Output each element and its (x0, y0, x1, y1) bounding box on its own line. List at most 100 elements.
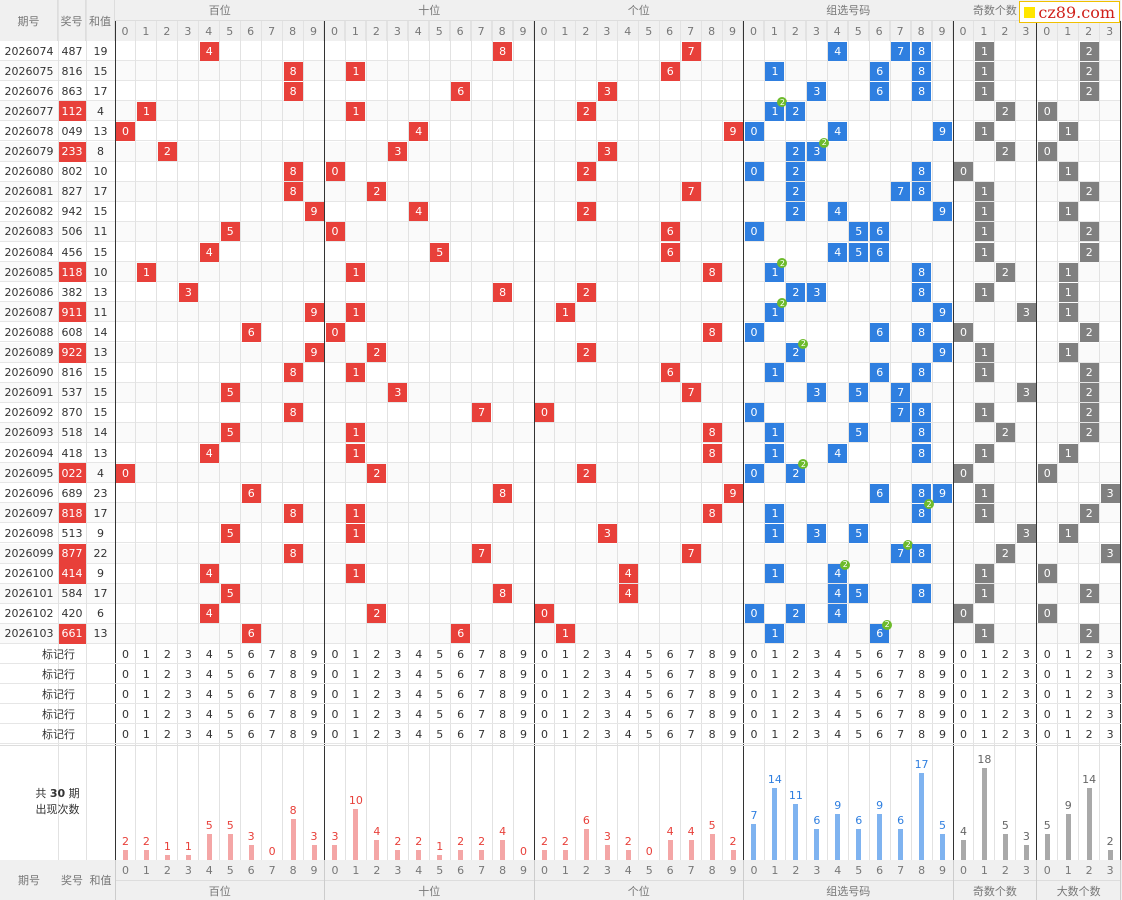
mark-cell[interactable]: 9 (310, 667, 318, 681)
mark-cell[interactable]: 4 (205, 647, 213, 661)
mark-cell[interactable]: 8 (708, 707, 716, 721)
mark-cell[interactable]: 3 (1022, 727, 1030, 741)
mark-cell[interactable]: 2 (1085, 667, 1093, 681)
mark-cell[interactable]: 3 (603, 667, 611, 681)
mark-cell[interactable]: 9 (729, 707, 737, 721)
mark-cell[interactable]: 3 (184, 687, 192, 701)
mark-cell[interactable]: 8 (708, 647, 716, 661)
mark-cell[interactable]: 2 (163, 707, 171, 721)
mark-cell[interactable]: 4 (624, 647, 632, 661)
mark-cell[interactable]: 3 (1106, 647, 1114, 661)
mark-cell[interactable]: 4 (834, 707, 842, 721)
mark-cell[interactable]: 0 (331, 687, 339, 701)
mark-cell[interactable]: 6 (666, 647, 674, 661)
mark-cell[interactable]: 5 (226, 707, 234, 721)
mark-cell[interactable]: 2 (1085, 727, 1093, 741)
mark-cell[interactable]: 4 (415, 727, 423, 741)
mark-cell[interactable]: 3 (813, 687, 821, 701)
mark-cell[interactable]: 2 (582, 687, 590, 701)
mark-cell[interactable]: 7 (897, 667, 905, 681)
mark-cell[interactable]: 7 (478, 687, 486, 701)
mark-cell[interactable]: 7 (478, 667, 486, 681)
mark-cell[interactable]: 6 (457, 647, 465, 661)
mark-cell[interactable]: 1 (980, 687, 988, 701)
mark-cell[interactable]: 5 (645, 667, 653, 681)
mark-cell[interactable]: 0 (959, 687, 967, 701)
mark-cell[interactable]: 5 (855, 687, 863, 701)
mark-cell[interactable]: 3 (1022, 667, 1030, 681)
mark-cell[interactable]: 6 (457, 667, 465, 681)
mark-cell[interactable]: 4 (205, 667, 213, 681)
mark-cell[interactable]: 3 (813, 647, 821, 661)
mark-cell[interactable]: 2 (1085, 707, 1093, 721)
mark-cell[interactable]: 8 (918, 647, 926, 661)
mark-cell[interactable]: 3 (394, 727, 402, 741)
mark-cell[interactable]: 0 (1043, 707, 1051, 721)
mark-cell[interactable]: 1 (142, 647, 150, 661)
mark-cell[interactable]: 7 (268, 707, 276, 721)
mark-cell[interactable]: 9 (729, 727, 737, 741)
mark-cell[interactable]: 6 (876, 727, 884, 741)
mark-cell[interactable]: 1 (561, 727, 569, 741)
mark-cell[interactable]: 4 (624, 727, 632, 741)
mark-cell[interactable]: 2 (1001, 707, 1009, 721)
mark-cell[interactable]: 7 (478, 647, 486, 661)
mark-cell[interactable]: 3 (394, 647, 402, 661)
mark-cell[interactable]: 2 (163, 647, 171, 661)
mark-cell[interactable]: 1 (980, 727, 988, 741)
mark-cell[interactable]: 3 (394, 707, 402, 721)
mark-cell[interactable]: 1 (1064, 687, 1072, 701)
mark-cell[interactable]: 0 (750, 667, 758, 681)
mark-cell[interactable]: 2 (792, 707, 800, 721)
mark-cell[interactable]: 5 (436, 667, 444, 681)
mark-cell[interactable]: 1 (771, 647, 779, 661)
mark-cell[interactable]: 0 (331, 727, 339, 741)
mark-cell[interactable]: 3 (603, 727, 611, 741)
mark-cell[interactable]: 8 (289, 647, 297, 661)
mark-cell[interactable]: 5 (226, 647, 234, 661)
mark-cell[interactable]: 0 (331, 667, 339, 681)
mark-cell[interactable]: 9 (310, 647, 318, 661)
mark-cell[interactable]: 0 (331, 647, 339, 661)
mark-cell[interactable]: 3 (184, 667, 192, 681)
mark-cell[interactable]: 5 (226, 667, 234, 681)
mark-cell[interactable]: 6 (876, 667, 884, 681)
mark-cell[interactable]: 9 (939, 647, 947, 661)
mark-cell[interactable]: 0 (121, 667, 129, 681)
mark-cell[interactable]: 1 (980, 667, 988, 681)
mark-cell[interactable]: 9 (729, 687, 737, 701)
mark-cell[interactable]: 0 (959, 667, 967, 681)
mark-cell[interactable]: 2 (373, 647, 381, 661)
mark-cell[interactable]: 2 (1001, 647, 1009, 661)
mark-cell[interactable]: 3 (1106, 727, 1114, 741)
mark-cell[interactable]: 0 (750, 727, 758, 741)
mark-cell[interactable]: 0 (540, 667, 548, 681)
mark-cell[interactable]: 2 (582, 727, 590, 741)
mark-cell[interactable]: 6 (876, 707, 884, 721)
mark-cell[interactable]: 2 (373, 667, 381, 681)
mark-cell[interactable]: 4 (205, 687, 213, 701)
mark-row-label[interactable]: 标记行 (42, 668, 75, 682)
mark-cell[interactable]: 0 (121, 687, 129, 701)
mark-cell[interactable]: 0 (1043, 727, 1051, 741)
mark-cell[interactable]: 1 (142, 667, 150, 681)
mark-row-label[interactable]: 标记行 (42, 648, 75, 662)
mark-cell[interactable]: 1 (352, 707, 360, 721)
mark-row-label[interactable]: 标记行 (42, 728, 75, 742)
mark-cell[interactable]: 1 (561, 687, 569, 701)
mark-cell[interactable]: 6 (666, 667, 674, 681)
mark-cell[interactable]: 3 (184, 727, 192, 741)
mark-cell[interactable]: 4 (834, 667, 842, 681)
mark-cell[interactable]: 1 (352, 687, 360, 701)
mark-cell[interactable]: 1 (771, 667, 779, 681)
mark-cell[interactable]: 4 (205, 707, 213, 721)
mark-cell[interactable]: 6 (247, 667, 255, 681)
mark-cell[interactable]: 5 (645, 707, 653, 721)
mark-cell[interactable]: 6 (666, 727, 674, 741)
mark-cell[interactable]: 8 (499, 667, 507, 681)
mark-cell[interactable]: 1 (980, 707, 988, 721)
mark-cell[interactable]: 6 (876, 647, 884, 661)
mark-cell[interactable]: 3 (184, 707, 192, 721)
mark-cell[interactable]: 3 (603, 687, 611, 701)
mark-cell[interactable]: 9 (939, 687, 947, 701)
